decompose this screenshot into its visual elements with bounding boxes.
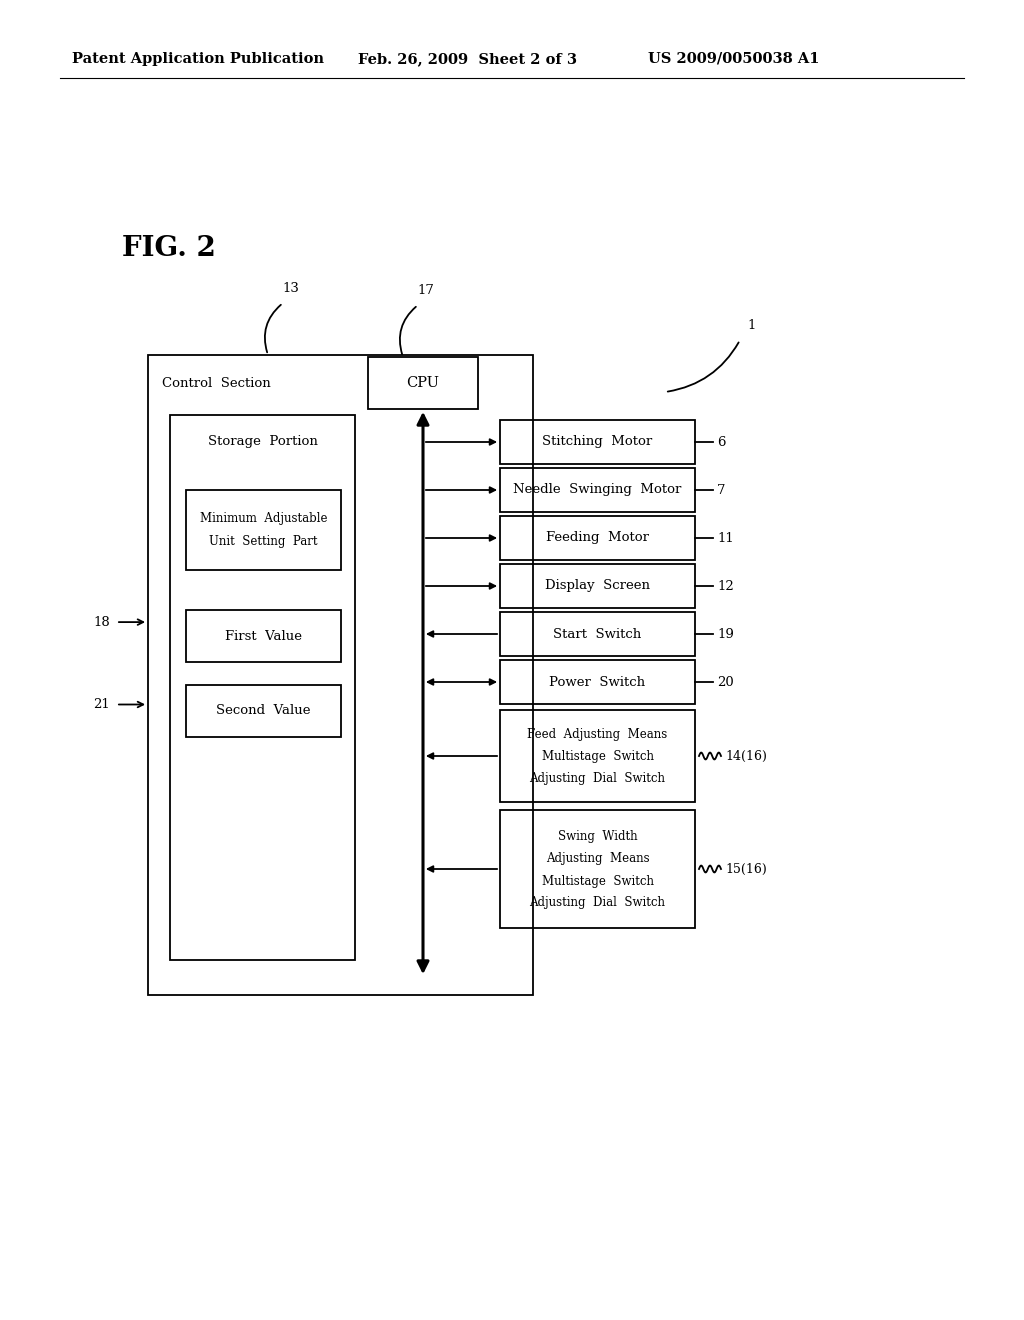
Bar xyxy=(368,356,478,409)
Text: CPU: CPU xyxy=(407,376,439,389)
Text: Unit  Setting  Part: Unit Setting Part xyxy=(209,535,317,548)
Text: Feed  Adjusting  Means: Feed Adjusting Means xyxy=(527,729,668,741)
Text: 19: 19 xyxy=(717,627,734,640)
Text: Feb. 26, 2009  Sheet 2 of 3: Feb. 26, 2009 Sheet 2 of 3 xyxy=(358,51,577,66)
Bar xyxy=(500,612,695,656)
Bar xyxy=(186,490,341,570)
Bar xyxy=(500,420,695,465)
Text: Multistage  Switch: Multistage Switch xyxy=(542,750,653,763)
Bar xyxy=(170,414,355,960)
Text: Control  Section: Control Section xyxy=(162,378,270,389)
Text: Second  Value: Second Value xyxy=(216,705,310,718)
Text: Swing  Width: Swing Width xyxy=(558,830,637,843)
Text: 15(16): 15(16) xyxy=(725,862,767,875)
Text: Adjusting  Means: Adjusting Means xyxy=(546,851,649,865)
Text: Patent Application Publication: Patent Application Publication xyxy=(72,51,324,66)
Text: First  Value: First Value xyxy=(225,630,302,643)
Text: Multistage  Switch: Multistage Switch xyxy=(542,875,653,888)
Text: 7: 7 xyxy=(717,483,725,496)
Text: 20: 20 xyxy=(717,676,734,689)
Bar xyxy=(148,355,534,995)
Text: 21: 21 xyxy=(93,698,110,711)
Text: Stitching  Motor: Stitching Motor xyxy=(543,436,652,449)
Text: Minimum  Adjustable: Minimum Adjustable xyxy=(200,512,328,525)
Text: Storage  Portion: Storage Portion xyxy=(208,436,317,447)
Text: 18: 18 xyxy=(93,615,110,628)
Bar xyxy=(186,685,341,737)
Bar xyxy=(186,610,341,663)
Text: Adjusting  Dial  Switch: Adjusting Dial Switch xyxy=(529,896,666,909)
Bar xyxy=(500,564,695,609)
Text: Power  Switch: Power Switch xyxy=(550,676,645,689)
Text: 6: 6 xyxy=(717,436,725,449)
Text: FIG. 2: FIG. 2 xyxy=(122,235,216,261)
Text: Needle  Swinging  Motor: Needle Swinging Motor xyxy=(513,483,682,496)
Text: 14(16): 14(16) xyxy=(725,750,767,763)
Text: 11: 11 xyxy=(717,532,734,544)
Text: Feeding  Motor: Feeding Motor xyxy=(546,532,649,544)
Bar xyxy=(500,810,695,928)
Text: Start  Switch: Start Switch xyxy=(553,627,642,640)
Bar xyxy=(500,516,695,560)
Bar xyxy=(500,660,695,704)
Text: US 2009/0050038 A1: US 2009/0050038 A1 xyxy=(648,51,819,66)
Bar xyxy=(500,469,695,512)
Text: Display  Screen: Display Screen xyxy=(545,579,650,593)
Bar xyxy=(500,710,695,803)
Text: 12: 12 xyxy=(717,579,734,593)
Text: 17: 17 xyxy=(418,284,434,297)
Text: 1: 1 xyxy=(746,319,756,333)
Text: 13: 13 xyxy=(283,282,299,294)
Text: Adjusting  Dial  Switch: Adjusting Dial Switch xyxy=(529,772,666,785)
